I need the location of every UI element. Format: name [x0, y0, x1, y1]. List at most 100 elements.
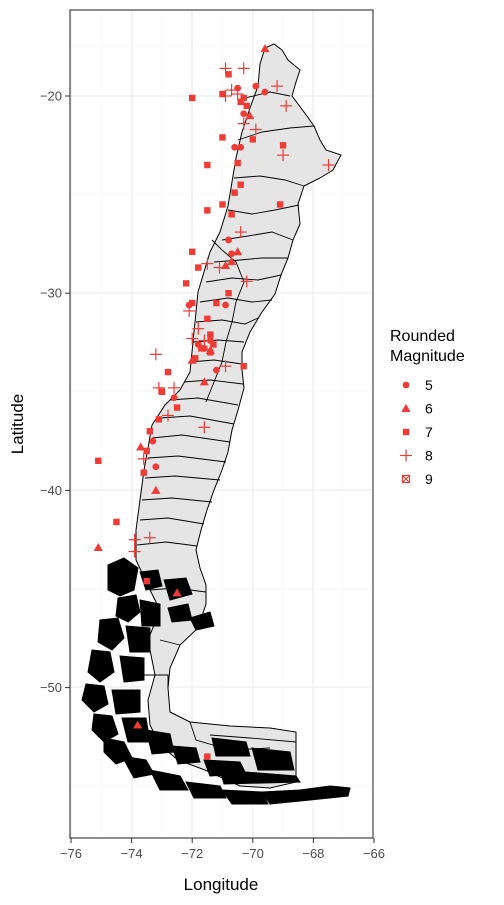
point-mag-8 — [168, 381, 181, 394]
point-mag-7 — [279, 142, 287, 149]
point-mag-8 — [192, 322, 205, 335]
point-mag-8 — [137, 452, 150, 465]
point-mag-7 — [189, 94, 196, 102]
point-mag-8 — [213, 261, 226, 274]
point-mag-7 — [213, 299, 220, 307]
point-mag-7 — [231, 189, 238, 196]
point-mag-8 — [219, 360, 232, 373]
point-mag-8 — [231, 88, 244, 101]
point-mag-5 — [170, 394, 178, 402]
x-axis-title: Longitude — [184, 875, 259, 894]
point-mag-7 — [189, 248, 196, 255]
point-mag-8 — [198, 334, 211, 347]
point-mag-7 — [243, 102, 250, 110]
x-tick-label: −68 — [302, 846, 324, 861]
y-axis-title: Latitude — [8, 394, 27, 455]
point-mag-7 — [155, 416, 163, 423]
point-mag-8 — [249, 123, 262, 136]
y-tick-label: −30 — [40, 286, 62, 301]
point-mag-7 — [146, 428, 153, 435]
point-mag-7 — [143, 577, 150, 585]
point-mag-7 — [204, 207, 211, 214]
point-mag-7 — [182, 280, 190, 287]
point-mag-7 — [225, 71, 232, 78]
point-mag-8 — [128, 545, 141, 558]
legend-key-mag-5 — [402, 381, 410, 389]
legend: Rounded Magnitude 5 6 7 8 9 — [390, 328, 465, 487]
point-mag-8 — [237, 117, 250, 130]
point-mag-7 — [192, 355, 199, 362]
x-tick-label: −70 — [242, 846, 264, 861]
legend-key-mag-7 — [402, 428, 410, 436]
panel-border — [69, 9, 374, 839]
point-mag-5 — [222, 301, 229, 309]
point-mag-6 — [151, 485, 161, 494]
point-mag-7 — [249, 136, 256, 143]
point-mag-6 — [136, 442, 146, 451]
point-mag-7 — [95, 457, 102, 465]
point-mag-6 — [260, 44, 270, 53]
point-mag-5 — [261, 88, 269, 96]
point-mag-8 — [240, 275, 253, 288]
point-mag-6 — [226, 257, 237, 266]
point-mag-6 — [93, 542, 103, 552]
point-mag-7 — [113, 518, 120, 526]
point-mag-6 — [133, 720, 143, 729]
point-mag-5 — [237, 143, 245, 151]
point-mag-8 — [149, 348, 162, 361]
legend-label-mag-7: 7 — [425, 424, 433, 440]
y-tick-label: −40 — [40, 483, 62, 498]
y-axis: −20 −30 −40 −50 — [40, 89, 70, 695]
point-mag-7 — [164, 368, 172, 376]
point-mag-7 — [219, 90, 226, 98]
x-tick-label: −72 — [181, 846, 203, 861]
point-mag-7 — [207, 349, 214, 356]
point-mag-7 — [237, 181, 244, 188]
point-mag-8 — [128, 533, 141, 546]
point-mag-8 — [277, 149, 290, 162]
point-mag-8 — [322, 159, 335, 172]
point-mag-7 — [204, 753, 211, 760]
legend-key-mag-8 — [400, 449, 412, 462]
point-mag-7 — [228, 211, 235, 218]
point-mag-8 — [201, 257, 214, 270]
point-mag-7 — [173, 404, 181, 411]
point-mag-7 — [276, 201, 284, 208]
x-tick-label: −76 — [60, 846, 82, 861]
legend-key-mag-6 — [401, 403, 411, 412]
point-mag-7 — [207, 331, 214, 338]
point-mag-5 — [149, 437, 157, 445]
point-mag-6 — [245, 111, 255, 120]
point-mag-7 — [237, 98, 244, 106]
point-mag-5 — [152, 463, 160, 471]
point-mag-8 — [271, 80, 284, 93]
x-tick-label: −66 — [363, 846, 385, 861]
region-boundaries — [136, 91, 315, 751]
point-mag-7 — [204, 315, 211, 323]
point-mag-7 — [140, 469, 147, 476]
legend-keys: 5 6 7 8 9 — [400, 377, 433, 487]
point-mag-7 — [234, 159, 241, 167]
point-mag-5 — [231, 143, 239, 151]
point-mag-7 — [189, 299, 196, 307]
point-mag-7 — [225, 290, 232, 297]
point-mag-8 — [219, 90, 232, 102]
point-mag-5 — [228, 250, 235, 258]
point-mag-8 — [186, 332, 199, 345]
point-mag-7 — [198, 345, 205, 352]
earthquake-points — [93, 44, 335, 760]
legend-label-mag-8: 8 — [425, 448, 433, 464]
point-mag-8 — [198, 421, 211, 434]
legend-label-mag-9: 9 — [425, 471, 433, 487]
point-mag-5 — [252, 82, 260, 90]
point-mag-8 — [161, 409, 174, 422]
x-axis: −76 −74 −72 −70 −68 −66 — [60, 838, 385, 861]
point-mag-7 — [143, 447, 150, 455]
point-mag-7 — [210, 341, 217, 348]
point-mag-5 — [240, 110, 248, 118]
point-mag-8 — [183, 304, 196, 317]
point-mag-7 — [204, 161, 211, 169]
chile-basemap — [135, 43, 342, 789]
point-mag-7 — [219, 134, 226, 141]
point-mag-7 — [240, 362, 247, 370]
